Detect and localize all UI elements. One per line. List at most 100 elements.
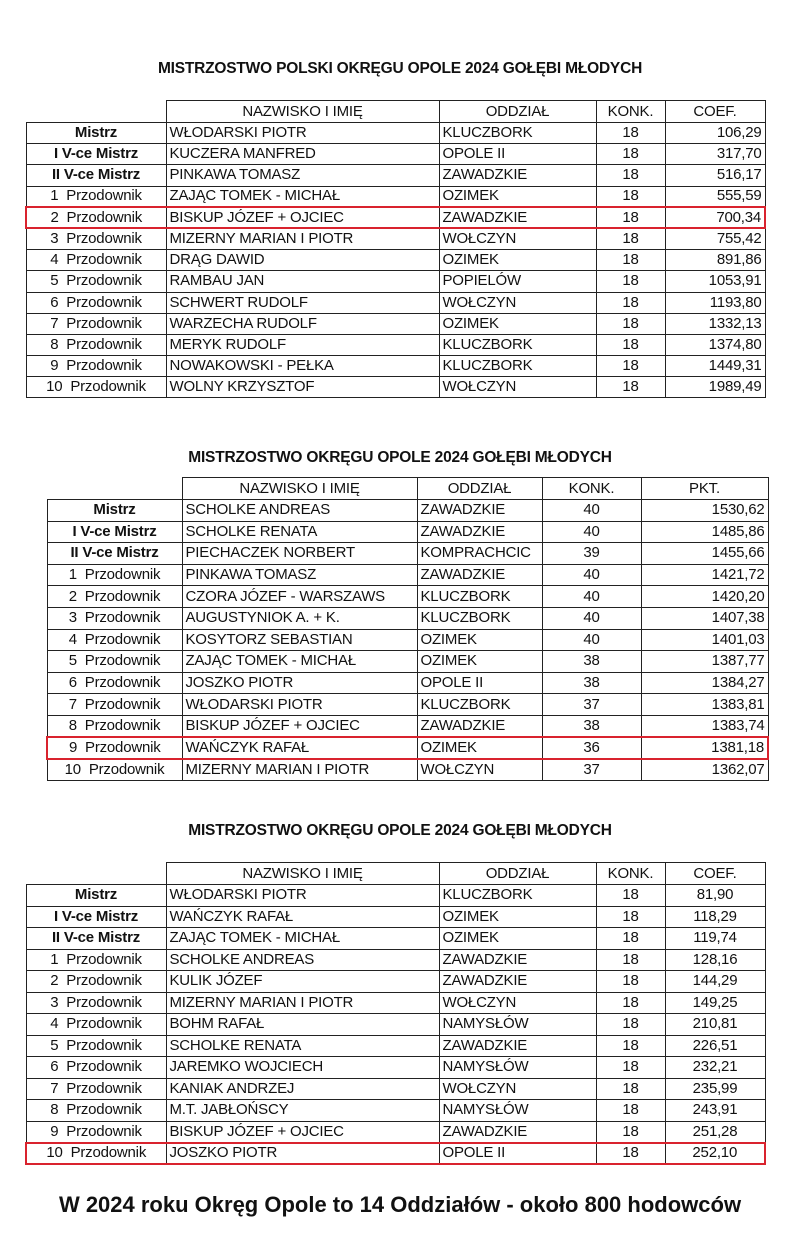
table-row: 10 Przodownik MIZERNY MARIAN I PIOTR WOŁCZ… (46, 758, 769, 781)
table-row: I V-ce Mistrz SCHOLKE RENATA ZAWADZKIE 40 14… (46, 520, 769, 544)
name-cell: KUCZERA MANFRED (165, 143, 440, 166)
branch-cell: KOMPRACHCIC (416, 542, 543, 565)
name-cell: JOSZKO PIOTR (165, 1141, 440, 1165)
name-cell: BISKUP JÓZEF + OJCIEC (165, 206, 440, 230)
value-cell: 128,16 (664, 948, 766, 971)
konk-cell: 18 (595, 1120, 666, 1143)
konk-cell: 18 (595, 884, 666, 907)
branch-cell: ZAWADZKIE (416, 520, 543, 544)
value-cell: 252,10 (664, 1141, 766, 1165)
name-cell: KULIK JÓZEF (165, 970, 440, 993)
table-row: 7 Przodownik WARZECHA RUDOLF OZIMEK 18 1332,… (25, 312, 766, 335)
branch-cell: KLUCZBORK (416, 693, 543, 716)
value-cell: 81,90 (664, 884, 766, 907)
branch-cell: WOŁCZYN (438, 291, 597, 314)
name-cell: AUGUSTYNIOK A. + K. (181, 606, 418, 630)
table-row: 9 Przodownik BISKUP JÓZEF + OJCIEC ZAWADZK… (25, 1120, 766, 1143)
rank-cell: 8 Przodownik (25, 333, 167, 357)
table-row: II V-ce Mistrz PINKAWA TOMASZ ZAWADZKIE 18 5… (25, 164, 766, 187)
name-cell: BOHM RAFAŁ (165, 1013, 440, 1036)
table-row: 4 Przodownik DRĄG DAWID OZIMEK 18 891,86 (25, 249, 766, 272)
value-cell: 891,86 (664, 249, 766, 272)
value-cell: 1381,18 (640, 736, 769, 760)
value-cell: 226,51 (664, 1034, 766, 1057)
table-row: 6 Przodownik JAREMKO WOJCIECH NAMYSŁÓW 18 23… (25, 1056, 766, 1079)
value-cell: 1053,91 (664, 270, 766, 293)
konk-cell: 40 (541, 628, 642, 652)
branch-cell: OPOLE II (438, 1141, 597, 1165)
value-cell: 1362,07 (640, 758, 769, 781)
value-cell: 1530,62 (640, 499, 769, 522)
konk-cell: 18 (595, 905, 666, 928)
konk-cell: 36 (541, 736, 642, 760)
branch-cell: ZAWADZKIE (416, 499, 543, 522)
name-cell: MIZERNY MARIAN I PIOTR (181, 758, 418, 781)
rank-cell: I V-ce Mistrz (25, 905, 167, 928)
table-row: 3 Przodownik MIZERNY MARIAN I PIOTR WOŁCZY… (25, 991, 766, 1014)
table-row: 2 Przodownik CZORA JÓZEF - WARSZAWS KLUCZB… (46, 585, 769, 608)
name-cell: SCHWERT RUDOLF (165, 291, 440, 314)
branch-cell: KLUCZBORK (416, 585, 543, 608)
table-row: 1 Przodownik PINKAWA TOMASZ ZAWADZKIE 40 142… (46, 563, 769, 587)
value-cell: 1383,74 (640, 714, 769, 738)
name-cell: NOWAKOWSKI - PEŁKA (165, 355, 440, 378)
name-cell: WŁODARSKI PIOTR (181, 693, 418, 716)
name-cell: WŁODARSKI PIOTR (165, 884, 440, 907)
table-row: Mistrz WŁODARSKI PIOTR KLUCZBORK 18 106,29 (25, 121, 766, 145)
value-cell: 210,81 (664, 1013, 766, 1036)
table-row: 8 Przodownik M.T. JABŁOŃSCY NAMYSŁÓW 18 243,… (25, 1099, 766, 1122)
name-cell: BISKUP JÓZEF + OJCIEC (165, 1120, 440, 1143)
ranking-table-polski: NAZWISKO I IMIĘ ODDZIAŁ KONK. COEF. Mistrz WŁ… (25, 100, 766, 399)
branch-cell: OPOLE II (438, 143, 597, 166)
value-cell: 1332,13 (664, 312, 766, 335)
header-name: NAZWISKO I IMIĘ (165, 862, 440, 885)
table-row: 10 Przodownik WOLNY KRZYSZTOF WOŁCZYN 18 198… (25, 376, 766, 399)
header-branch: ODDZIAŁ (416, 477, 543, 500)
rank-cell: 3 Przodownik (25, 991, 167, 1014)
value-cell: 317,70 (664, 143, 766, 166)
name-cell: WAŃCZYK RAFAŁ (181, 736, 418, 760)
konk-cell: 18 (595, 227, 666, 251)
table-row: II V-ce Mistrz ZAJĄC TOMEK - MICHAŁ OZIMEK… (25, 927, 766, 950)
table-row: 1 Przodownik ZAJĄC TOMEK - MICHAŁ OZIMEK 18… (25, 185, 766, 208)
branch-cell: WOŁCZYN (438, 1077, 597, 1100)
branch-cell: NAMYSŁÓW (438, 1099, 597, 1122)
table-row: 3 Przodownik AUGUSTYNIOK A. + K. KLUCZBORK… (46, 606, 769, 630)
value-cell: 1449,31 (664, 355, 766, 378)
rank-cell: 2 Przodownik (25, 206, 167, 230)
table-row: 4 Przodownik KOSYTORZ SEBASTIAN OZIMEK 40 14… (46, 628, 769, 652)
rank-cell: 8 Przodownik (46, 714, 183, 738)
branch-cell: OZIMEK (438, 905, 597, 928)
rank-cell: 1 Przodownik (25, 948, 167, 971)
rank-cell: 7 Przodownik (46, 693, 183, 716)
name-cell: SCHOLKE ANDREAS (181, 499, 418, 522)
header-value: COEF. (664, 100, 766, 123)
konk-cell: 18 (595, 1141, 666, 1165)
konk-cell: 18 (595, 164, 666, 187)
konk-cell: 39 (541, 542, 642, 565)
name-cell: DRĄG DAWID (165, 249, 440, 272)
konk-cell: 18 (595, 1013, 666, 1036)
table-3-title: MISTRZOSTWO OKRĘGU OPOLE 2024 GOŁĘBI MŁO… (188, 822, 612, 839)
branch-cell: ZAWADZKIE (438, 948, 597, 971)
branch-cell: KLUCZBORK (438, 121, 597, 145)
name-cell: ZAJĄC TOMEK - MICHAŁ (165, 185, 440, 208)
value-cell: 1387,77 (640, 650, 769, 673)
table-row: 9 Przodownik NOWAKOWSKI - PEŁKA KLUCZBORK 1… (25, 355, 766, 378)
konk-cell: 18 (595, 312, 666, 335)
branch-cell: KLUCZBORK (438, 884, 597, 907)
konk-cell: 40 (541, 606, 642, 630)
name-cell: SCHOLKE ANDREAS (165, 948, 440, 971)
branch-cell: WOŁCZYN (438, 376, 597, 399)
branch-cell: ZAWADZKIE (438, 1034, 597, 1057)
value-cell: 1420,20 (640, 585, 769, 608)
name-cell: WAŃCZYK RAFAŁ (165, 905, 440, 928)
name-cell: ZAJĄC TOMEK - MICHAŁ (181, 650, 418, 673)
rank-cell: II V-ce Mistrz (25, 927, 167, 950)
name-cell: MIZERNY MARIAN I PIOTR (165, 991, 440, 1014)
header-row: NAZWISKO I IMIĘ ODDZIAŁ KONK. PKT. (47, 477, 769, 500)
value-cell: 1485,86 (640, 520, 769, 544)
rank-cell: 3 Przodownik (25, 227, 167, 251)
table-row-highlighted: 2 Przodownik BISKUP JÓZEF + OJCIEC ZAWADZK… (25, 206, 766, 230)
konk-cell: 18 (595, 121, 666, 145)
